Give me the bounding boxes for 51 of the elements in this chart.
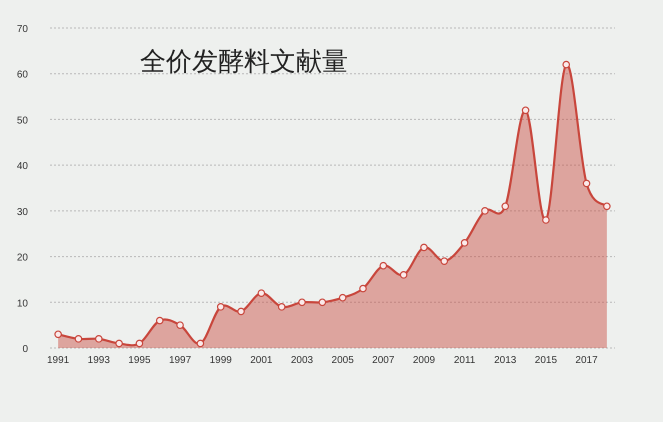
- point: [359, 284, 367, 292]
- point: [258, 289, 266, 297]
- point: [196, 340, 204, 348]
- point: [582, 180, 590, 188]
- y-tick-label: 30: [16, 206, 28, 218]
- x-tick-label: 2011: [454, 355, 476, 366]
- point: [542, 216, 550, 224]
- text: 全价发酵料文献量: [140, 47, 348, 77]
- point: [237, 308, 245, 316]
- point: [460, 239, 468, 247]
- point: [278, 303, 286, 311]
- x-tick-label: 2001: [250, 355, 273, 366]
- point: [216, 303, 225, 311]
- point: [481, 207, 489, 215]
- y-tick-label: 0: [22, 344, 28, 355]
- x-tick-label: 1997: [168, 355, 192, 366]
- point: [94, 335, 103, 343]
- point: [338, 294, 346, 302]
- y-tick-label: 10: [16, 298, 28, 310]
- point: [420, 244, 428, 252]
- point: [440, 257, 448, 265]
- point: [54, 330, 62, 338]
- point: [318, 298, 326, 306]
- x-tick-label: 2017: [575, 355, 598, 366]
- point: [156, 316, 164, 324]
- y-tick-label: 20: [16, 252, 28, 264]
- y-tick-label: 60: [16, 70, 28, 81]
- point: [522, 106, 530, 114]
- point: [501, 202, 510, 210]
- x-tick-label: 1995: [128, 355, 151, 366]
- point: [176, 321, 184, 329]
- point: [298, 298, 306, 306]
- x-tick-label: 1999: [210, 355, 232, 366]
- y-tick-label: 50: [16, 115, 28, 126]
- point: [562, 60, 570, 68]
- x-tick-label: 2007: [372, 355, 395, 366]
- y-tick-label: 40: [16, 161, 28, 172]
- point: [115, 340, 123, 348]
- point: [400, 271, 408, 279]
- x-tick-label: 1991: [47, 355, 70, 366]
- x-tick-label: 2003: [290, 355, 314, 366]
- x-tick-label: 2009: [412, 355, 436, 366]
- point: [74, 335, 82, 343]
- point: [603, 202, 611, 210]
- point: [380, 262, 388, 270]
- y-tick-label: 70: [16, 24, 28, 35]
- point: [136, 340, 144, 348]
- x-tick-label: 1993: [88, 355, 110, 366]
- x-tick-label: 2015: [534, 355, 558, 366]
- x-tick-label: 2005: [332, 355, 354, 366]
- x-tick-label: 2013: [494, 355, 517, 366]
